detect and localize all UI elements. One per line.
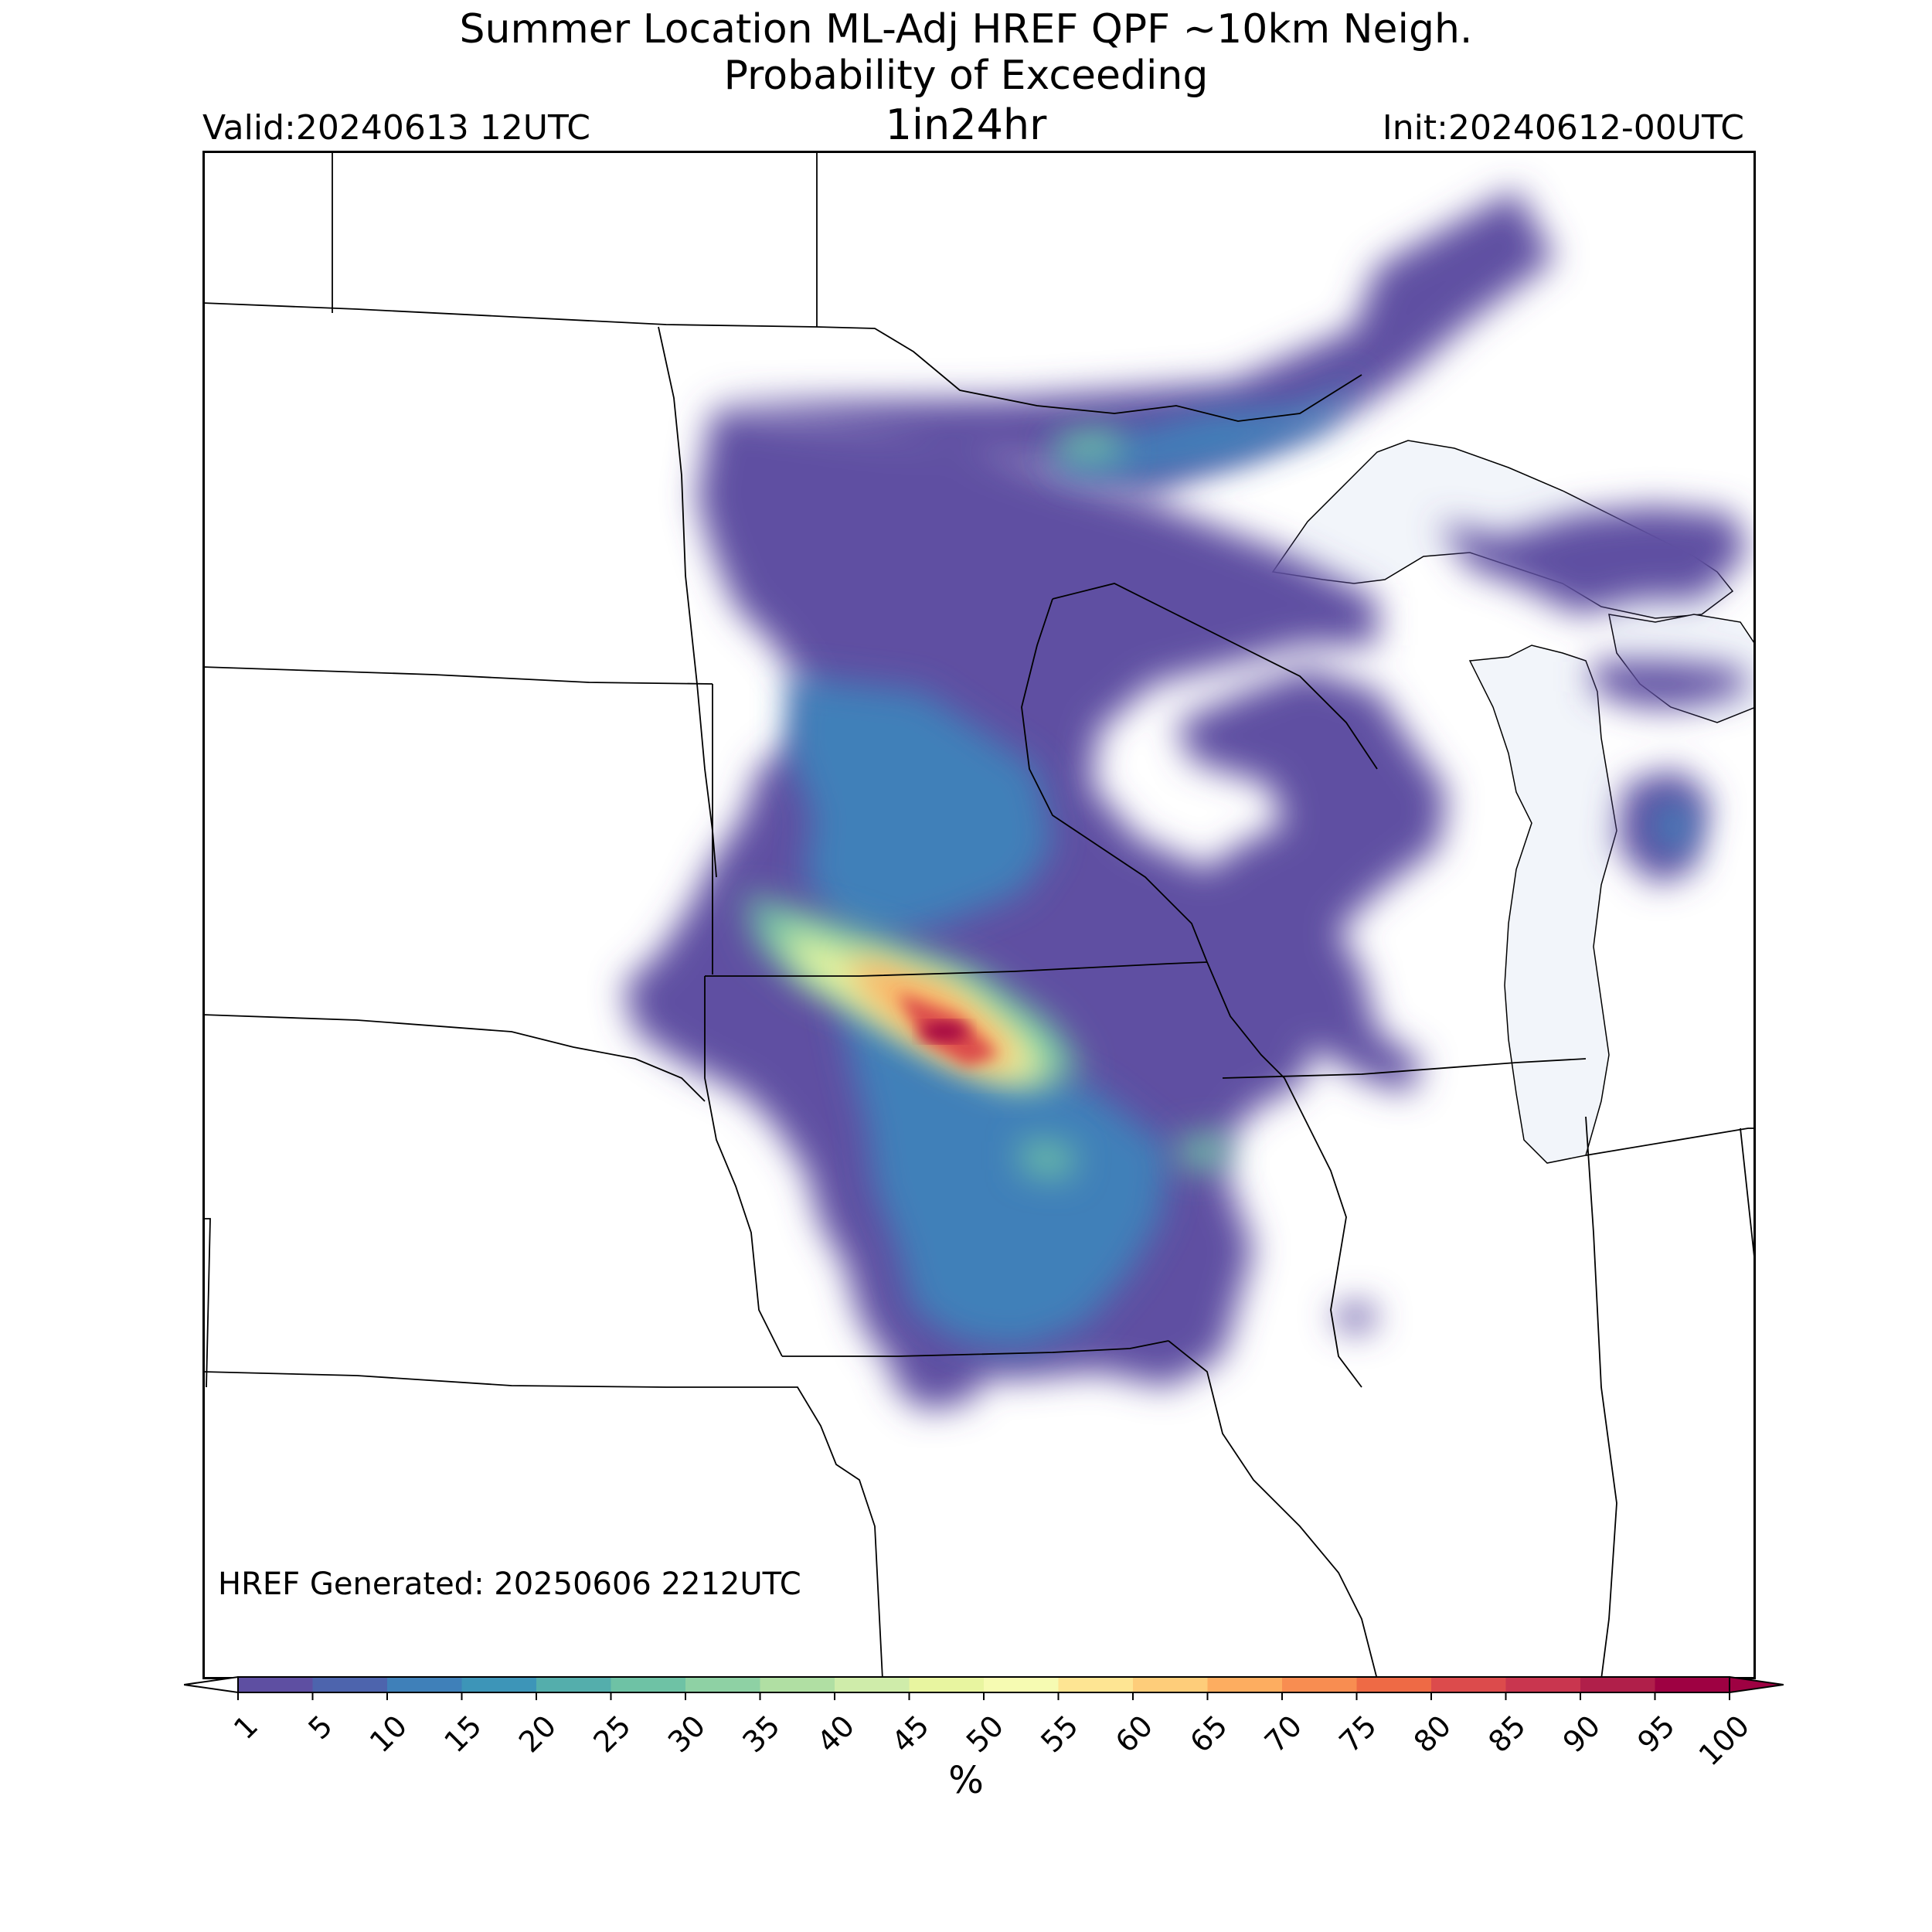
colorbar-swatch bbox=[1207, 1677, 1283, 1692]
ia-wi-border bbox=[1206, 961, 1362, 1388]
nd-sd-border bbox=[202, 666, 713, 685]
in-oh-border bbox=[1740, 1128, 1756, 1272]
colorbar-swatch bbox=[1505, 1677, 1581, 1692]
colorbar-tick-label: 10 bbox=[363, 1709, 413, 1759]
colorbar-swatch bbox=[1431, 1677, 1507, 1692]
colorbar-tick-label: 60 bbox=[1109, 1709, 1159, 1759]
colorbar-swatch bbox=[387, 1677, 463, 1692]
il-in-border bbox=[1585, 1116, 1617, 1679]
colorbar-tick-label: 50 bbox=[960, 1709, 1010, 1759]
ne-mo-border bbox=[202, 1371, 883, 1679]
generated-timestamp: HREF Generated: 20250606 2212UTC bbox=[218, 1566, 801, 1602]
colorbar-swatch bbox=[909, 1677, 985, 1692]
colorbar-swatch bbox=[1133, 1677, 1209, 1692]
wi-mi-border bbox=[1052, 583, 1378, 770]
colorbar-swatch bbox=[835, 1677, 910, 1692]
canada-us-border-minnesota bbox=[816, 326, 1362, 422]
lake-michigan bbox=[1468, 645, 1617, 1164]
colorbar-swatch bbox=[1655, 1677, 1730, 1692]
nd-mn-border bbox=[658, 326, 717, 878]
colorbar-swatch bbox=[312, 1677, 388, 1692]
colorbar-tick-label: 65 bbox=[1183, 1709, 1233, 1759]
colorbar-unit-label: % bbox=[948, 1759, 984, 1802]
colorbar-swatch bbox=[1356, 1677, 1432, 1692]
colorbar-swatch bbox=[1282, 1677, 1358, 1692]
in-mi-border bbox=[1585, 1128, 1756, 1156]
colorbar-swatch bbox=[1580, 1677, 1656, 1692]
sd-ne-border bbox=[202, 1014, 706, 1102]
colorbar-tick-label: 95 bbox=[1631, 1709, 1681, 1759]
colorbar-tick-label: 85 bbox=[1481, 1709, 1532, 1759]
colorbar-swatch bbox=[760, 1677, 835, 1692]
ia-mo-border bbox=[782, 1340, 1169, 1357]
probability-map: HREF Generated: 20250606 2212UTC bbox=[202, 151, 1756, 1679]
colorbar-swatch bbox=[238, 1677, 314, 1692]
probability-field bbox=[624, 189, 1748, 1410]
colorbar: 1 5 10 15 20 25 30 35 40 45 50 55 60 65 70 75 80 85 90 95 10… bbox=[184, 1675, 1784, 1772]
colorbar-tick-label: 5 bbox=[301, 1709, 338, 1746]
colorbar-swatch bbox=[461, 1677, 537, 1692]
wi-il-border bbox=[1222, 1058, 1587, 1079]
colorbar-tick-label: 15 bbox=[437, 1709, 488, 1759]
colorbar-tick-label: 55 bbox=[1034, 1709, 1084, 1759]
ia-il-border bbox=[1168, 1340, 1378, 1679]
title-line-1: Summer Location ML-Adj HREF QPF ~10km Ne… bbox=[459, 6, 1473, 53]
canada-us-border-west bbox=[202, 302, 818, 328]
colorbar-tick-label: 35 bbox=[736, 1709, 786, 1759]
init-time-label: Init:20240612-00UTC bbox=[1382, 108, 1744, 148]
colorbar-tick-label: 25 bbox=[587, 1709, 637, 1759]
colorbar-swatch bbox=[611, 1677, 686, 1692]
ne-ks-border bbox=[202, 1218, 211, 1388]
colorbar-tick-label: 75 bbox=[1332, 1709, 1383, 1759]
colorbar-swatch bbox=[1058, 1677, 1134, 1692]
colorbar-swatch bbox=[685, 1677, 761, 1692]
colorbar-under-arrow bbox=[184, 1675, 239, 1694]
valid-time-label: Valid:20240613 12UTC bbox=[202, 108, 591, 148]
colorbar-tick-label: 1 bbox=[227, 1709, 264, 1746]
colorbar-swatch bbox=[984, 1677, 1060, 1692]
mn-ia-border bbox=[705, 961, 1208, 977]
colorbar-tick-label: 70 bbox=[1258, 1709, 1308, 1759]
title-threshold: 1in24hr bbox=[885, 100, 1047, 149]
colorbar-tick-label: 45 bbox=[885, 1709, 935, 1759]
colorbar-tick-label: 40 bbox=[811, 1709, 861, 1759]
colorbar-tick-label: 30 bbox=[662, 1709, 712, 1759]
ia-sd-border bbox=[704, 976, 783, 1357]
colorbar-tick-label: 80 bbox=[1407, 1709, 1458, 1759]
colorbar-tick-label: 20 bbox=[512, 1709, 563, 1759]
colorbar-tick-label: 90 bbox=[1556, 1709, 1607, 1759]
colorbar-swatches bbox=[238, 1677, 1730, 1692]
political-borders bbox=[202, 151, 1756, 1679]
title-line-2: Probability of Exceeding bbox=[723, 53, 1209, 99]
colorbar-over-arrow bbox=[1729, 1675, 1784, 1694]
colorbar-swatch bbox=[536, 1677, 612, 1692]
mn-wi-border bbox=[1021, 598, 1208, 963]
